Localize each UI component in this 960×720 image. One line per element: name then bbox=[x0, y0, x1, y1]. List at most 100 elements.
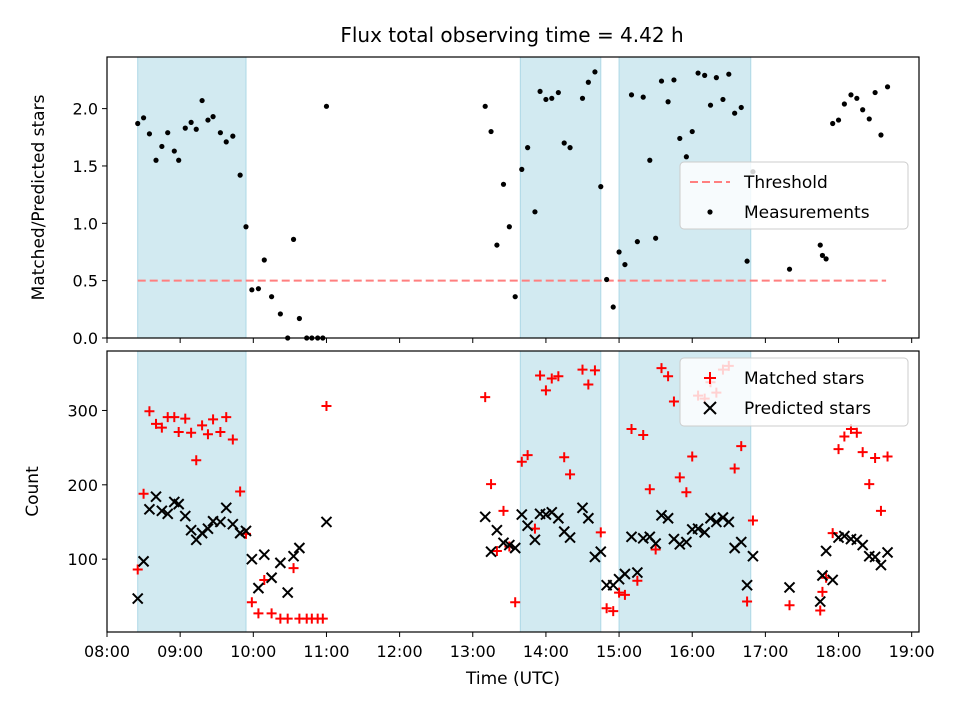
predicted-star-point bbox=[564, 531, 576, 544]
predicted-star-point bbox=[655, 509, 668, 521]
predicted-star-point bbox=[240, 525, 252, 537]
chart-title: Flux total observing time = 4.42 h bbox=[340, 23, 683, 47]
measurement-point bbox=[884, 84, 891, 90]
y-axis-label: Matched/Predicted stars bbox=[29, 94, 49, 300]
predicted-star-point bbox=[710, 516, 723, 528]
matched-star-point bbox=[480, 392, 491, 403]
x-tick-label: 13:00 bbox=[450, 642, 496, 661]
matched-star-point bbox=[882, 451, 893, 462]
matched-star-point bbox=[663, 371, 674, 382]
matched-star-point bbox=[815, 605, 826, 616]
matched-star-point bbox=[197, 420, 208, 431]
measurement-point bbox=[277, 311, 283, 317]
predicted-star-point bbox=[856, 539, 869, 551]
measurement-point bbox=[640, 94, 646, 100]
bottom-panel: 100 200 300 08:00 09:00 10:00 11:00 12:00 13:00 1… bbox=[23, 350, 935, 689]
matched-star-point bbox=[833, 444, 844, 455]
predicted-star-point bbox=[704, 512, 717, 524]
matched-star-point bbox=[817, 586, 828, 597]
x-tick-label: 11:00 bbox=[303, 642, 349, 661]
matched-star-point bbox=[186, 427, 197, 438]
predicted-star-point bbox=[137, 555, 150, 568]
matched-star-point bbox=[321, 401, 332, 412]
measurement-point bbox=[872, 89, 878, 96]
measurement-point bbox=[683, 154, 689, 160]
measurement-point bbox=[268, 294, 275, 300]
matched-star-point bbox=[535, 370, 546, 381]
top-panel: 0.0 0.5 1.0 1.5 2.0 Matched/Predicted stars Th… bbox=[29, 56, 920, 348]
legend-box bbox=[679, 357, 909, 427]
measurement-point bbox=[713, 75, 719, 81]
matched-star-point bbox=[632, 575, 643, 586]
measurement-point bbox=[860, 107, 866, 113]
matched-star-point bbox=[169, 412, 180, 423]
predicted-star-point bbox=[503, 539, 516, 551]
measurement-point bbox=[323, 103, 330, 109]
measurement-point bbox=[488, 128, 494, 135]
measurement-point bbox=[543, 96, 549, 103]
predicted-star-point bbox=[619, 568, 631, 580]
measurement-point bbox=[193, 126, 199, 132]
measurement-point bbox=[255, 286, 262, 292]
matched-star-point bbox=[491, 545, 502, 556]
matched-star-point bbox=[288, 563, 299, 574]
predicted-star-point bbox=[179, 510, 191, 522]
measurement-point bbox=[732, 110, 738, 116]
measurement-point bbox=[598, 184, 604, 190]
predicted-star-point bbox=[320, 516, 333, 528]
matched-star-point bbox=[282, 613, 293, 624]
predicted-star-point bbox=[680, 536, 693, 548]
matched-star-point bbox=[144, 406, 155, 417]
predicted-star-point bbox=[529, 534, 541, 546]
measurement-point bbox=[707, 102, 714, 108]
measurement-point bbox=[866, 116, 872, 122]
matched-star-point bbox=[522, 450, 533, 461]
measurement-point bbox=[835, 117, 842, 123]
legend-label: Threshold bbox=[743, 173, 828, 193]
matched-star-point bbox=[674, 472, 685, 483]
matched-star-point bbox=[173, 427, 184, 438]
predicted-star-point bbox=[479, 511, 491, 523]
predicted-star-point bbox=[265, 572, 278, 584]
matched-star-point bbox=[747, 515, 758, 526]
measurement-point bbox=[665, 99, 671, 105]
predicted-star-point bbox=[214, 516, 227, 528]
measurement-point bbox=[223, 139, 229, 145]
measurement-point bbox=[738, 104, 744, 111]
matched-star-point bbox=[266, 608, 277, 619]
predicted-star-point bbox=[869, 551, 881, 563]
measurement-point bbox=[237, 172, 243, 178]
legend-label: Matched stars bbox=[744, 369, 864, 389]
matched-star-point bbox=[191, 455, 202, 466]
x-tick-label: 12:00 bbox=[377, 642, 423, 661]
x-tick-label: 18:00 bbox=[815, 642, 861, 661]
measurement-point bbox=[261, 257, 267, 263]
predicted-star-point bbox=[485, 546, 497, 558]
predicted-star-point bbox=[287, 550, 300, 562]
measurement-point bbox=[171, 148, 177, 154]
measurement-point bbox=[561, 140, 567, 146]
predicted-star-point bbox=[220, 502, 232, 514]
measurement-point bbox=[230, 133, 236, 139]
matched-star-point bbox=[742, 596, 753, 607]
y-tick-label: 2.0 bbox=[73, 100, 98, 119]
predicted-star-point bbox=[881, 546, 894, 559]
measurement-point bbox=[153, 157, 159, 163]
measurement-point bbox=[878, 132, 884, 138]
matched-star-point bbox=[729, 463, 740, 474]
predicted-star-point bbox=[838, 530, 851, 542]
measurement-point bbox=[500, 181, 507, 187]
measurement-point bbox=[610, 304, 616, 310]
predicted-star-point bbox=[576, 502, 589, 514]
measurement-point bbox=[786, 266, 793, 272]
predicted-star-point bbox=[227, 518, 239, 530]
measurement-point bbox=[628, 92, 635, 98]
y-tick-label: 1.0 bbox=[73, 214, 98, 233]
matched-star-point bbox=[650, 544, 661, 555]
predicted-star-point bbox=[816, 569, 829, 582]
predicted-star-point bbox=[741, 579, 753, 591]
matched-star-point bbox=[870, 453, 881, 464]
measurement-point bbox=[249, 287, 255, 293]
matched-star-point bbox=[583, 379, 594, 390]
